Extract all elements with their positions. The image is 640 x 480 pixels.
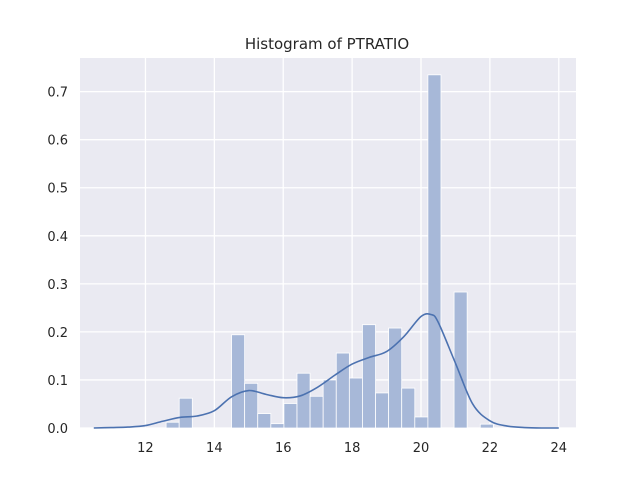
chart-title: Histogram of PTRATIO <box>245 35 409 53</box>
x-tick-labels: 12 14 16 18 20 22 24 <box>137 441 567 456</box>
y-tick-label: 0.5 <box>47 182 68 197</box>
y-tick-label: 0.6 <box>47 134 68 149</box>
histogram-bar <box>244 382 259 429</box>
histogram-bar <box>178 397 193 429</box>
histogram-bar <box>283 403 298 429</box>
y-tick-label: 0.7 <box>47 86 68 101</box>
y-tick-label: 0.4 <box>47 230 68 245</box>
histogram-bar <box>414 416 429 429</box>
x-tick-label: 12 <box>137 441 154 456</box>
plot-area <box>80 58 576 428</box>
histogram-bar <box>335 352 350 429</box>
histogram-bar <box>296 372 311 429</box>
y-tick-label: 0.3 <box>47 278 68 293</box>
histogram-bar <box>427 74 442 429</box>
x-tick-label: 22 <box>482 441 499 456</box>
grid-lines <box>80 58 576 429</box>
histogram-bar <box>348 377 363 429</box>
x-tick-label: 14 <box>206 441 223 456</box>
histogram-bar <box>322 379 337 429</box>
y-tick-label: 0.1 <box>47 374 68 389</box>
histogram-bar <box>270 423 285 429</box>
histogram-bar <box>453 291 468 429</box>
histogram-bar <box>309 395 324 429</box>
x-tick-label: 18 <box>344 441 361 456</box>
histogram-bar <box>257 413 272 429</box>
histogram-bar <box>401 387 416 429</box>
kde-line <box>93 313 559 429</box>
y-tick-label: 0.0 <box>47 422 68 437</box>
histogram-bar <box>165 421 180 429</box>
y-tick-label: 0.2 <box>47 326 68 341</box>
y-tick-labels: 0.0 0.1 0.2 0.3 0.4 0.5 0.6 0.7 <box>47 86 68 437</box>
histogram-bars <box>165 74 494 429</box>
histogram-bar <box>231 334 246 429</box>
x-tick-label: 20 <box>413 441 430 456</box>
histogram-bar <box>375 392 390 429</box>
histogram-bar <box>362 324 376 429</box>
histogram-bar <box>388 327 403 429</box>
x-tick-label: 24 <box>551 441 568 456</box>
histogram-bar <box>479 423 494 429</box>
x-tick-label: 16 <box>275 441 292 456</box>
